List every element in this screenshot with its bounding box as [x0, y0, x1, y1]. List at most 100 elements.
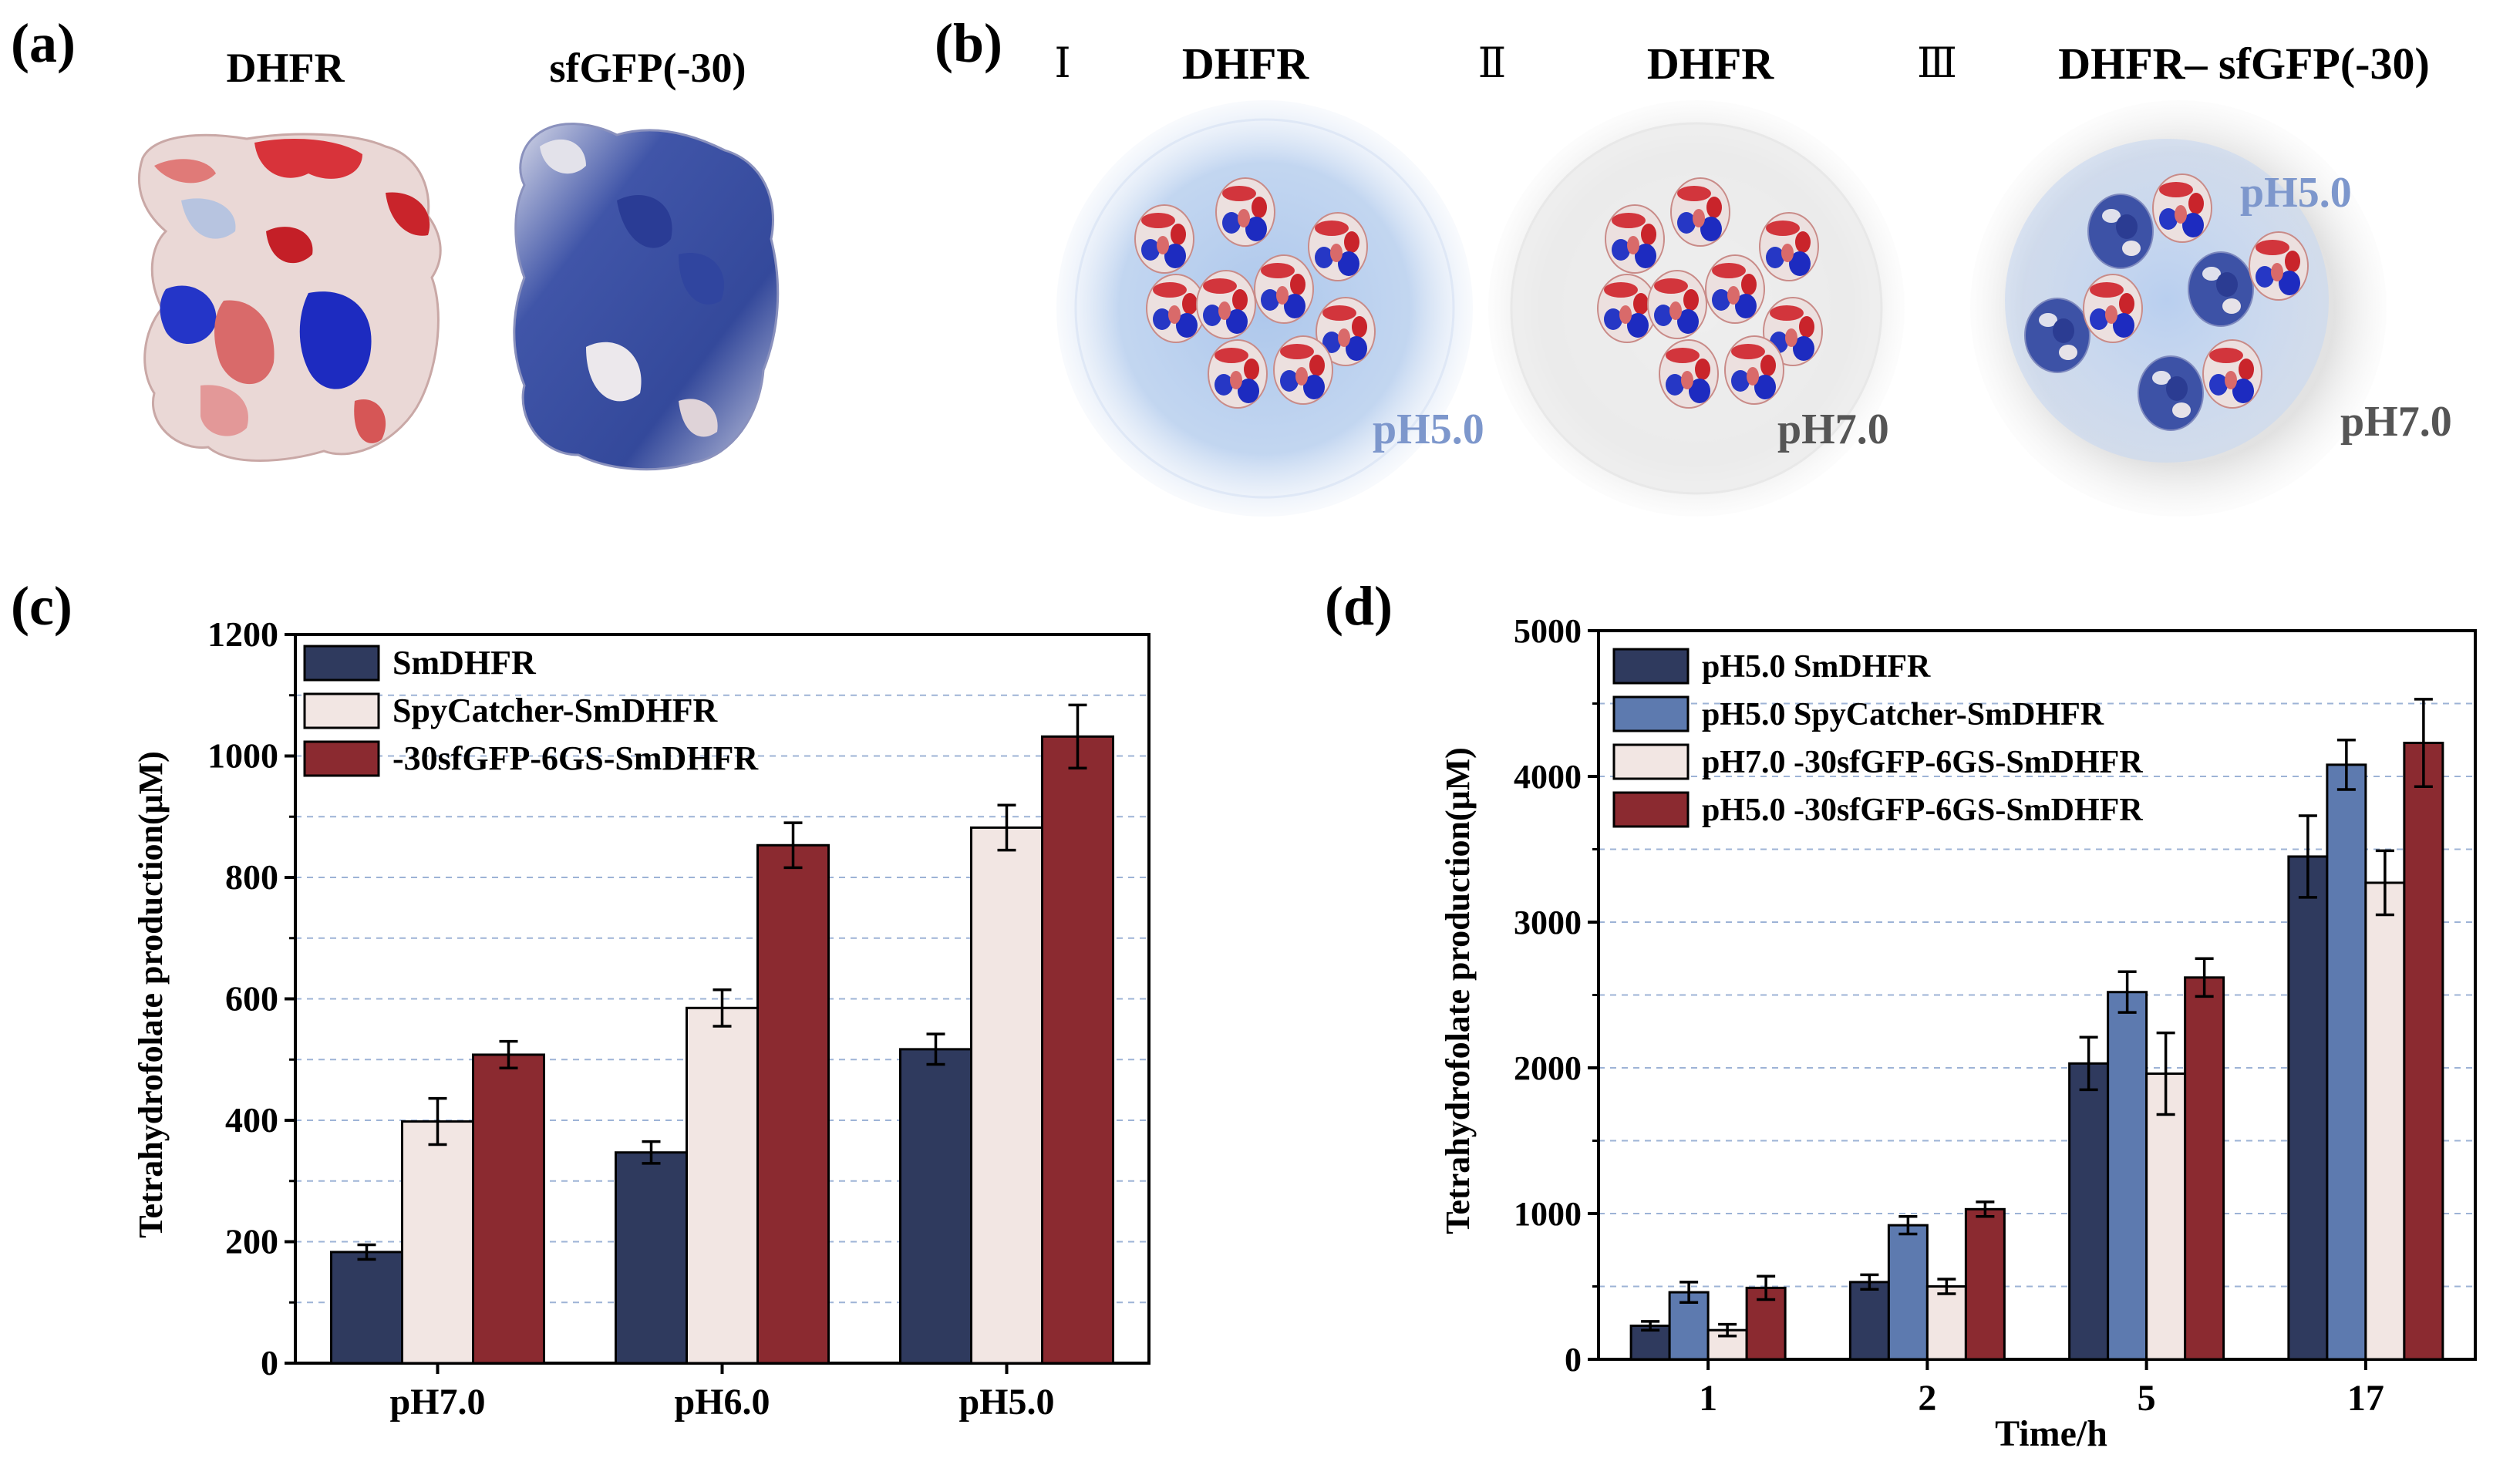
- legend-swatch: [303, 740, 380, 777]
- droplet-2-ph: pH7.0: [1777, 406, 1889, 453]
- legend-swatch: [1612, 743, 1690, 780]
- bar: [2326, 763, 2367, 1361]
- droplet-2-dhfr-4: [1597, 274, 1657, 343]
- group-3-roman: Ⅲ: [1917, 39, 1957, 87]
- x-tick-label: 5: [2138, 1378, 2156, 1419]
- y-tick-label: 400: [225, 1100, 278, 1140]
- droplet-3-dhfr-1: [2152, 173, 2212, 243]
- droplet-3-dhfr-3: [2249, 231, 2309, 301]
- droplet-1-dhfr-7: [1316, 297, 1376, 366]
- droplet-3-dhfr-4: [2202, 339, 2262, 409]
- panel-d: (d) Tetrahydrofolate production(μM) Time…: [1325, 575, 2477, 1454]
- legend-label: pH5.0 SpyCatcher-SmDHFR: [1702, 697, 2104, 732]
- droplet-3-inner-ph: pH5.0: [2240, 169, 2352, 217]
- droplet-2-dhfr-6: [1705, 254, 1765, 324]
- bar: [1964, 1207, 2006, 1361]
- droplet-2-dhfr-2: [1670, 177, 1730, 247]
- chart-d-xlabel: Time/h: [1995, 1413, 2107, 1454]
- bar: [756, 843, 830, 1365]
- chart-c-ylabel: Tetrahydrofolate production(μM): [132, 751, 170, 1238]
- x-tick-label: pH7.0: [389, 1382, 485, 1423]
- droplet-2-dhfr-7: [1763, 297, 1823, 366]
- panel-c-letter: (c): [11, 575, 72, 637]
- group-2-roman: Ⅱ: [1478, 39, 1507, 87]
- bar: [2184, 976, 2225, 1361]
- droplet-3-gfp-3: [2188, 251, 2254, 327]
- y-tick-label: 1000: [1514, 1195, 1582, 1233]
- droplet-3-gfp-1: [2087, 194, 2154, 269]
- y-tick-label: 800: [225, 857, 278, 897]
- droplet-1-dhfr-3: [1308, 212, 1368, 281]
- legend-label: SmDHFR: [392, 644, 537, 682]
- bar: [472, 1053, 545, 1365]
- droplet-3-gfp-4: [2138, 355, 2204, 431]
- x-tick-label: pH6.0: [674, 1382, 770, 1423]
- bar: [899, 1048, 972, 1365]
- panel-b: (b) Ⅰ DHFR Ⅱ DHFR Ⅲ DHFR– sfGFP(-30) pH5…: [935, 12, 2452, 517]
- droplet-3-outer-ph: pH7.0: [2340, 398, 2452, 446]
- legend-swatch: [1612, 791, 1690, 828]
- droplet-2-dhfr-3: [1759, 212, 1819, 281]
- bar: [1041, 735, 1114, 1365]
- droplet-1-dhfr-9: [1273, 335, 1333, 405]
- droplet-1-dhfr-4: [1146, 274, 1206, 343]
- bar: [2403, 742, 2444, 1361]
- droplet-3-gfp-2: [2024, 298, 2090, 373]
- bar: [686, 1006, 759, 1365]
- dhfr-structure-label: DHFR: [227, 45, 345, 91]
- bar: [2287, 855, 2329, 1361]
- droplet-3-proteins: [2024, 173, 2309, 431]
- y-tick-label: 4000: [1514, 758, 1582, 796]
- sfgfp-surface-image: [513, 123, 780, 471]
- group-3-title: DHFR– sfGFP(-30): [2058, 39, 2430, 89]
- group-1-title: DHFR: [1182, 39, 1309, 89]
- droplet-1-dhfr-5: [1196, 270, 1256, 339]
- x-tick-label: 2: [1918, 1378, 1936, 1419]
- bar: [401, 1120, 474, 1365]
- chart-d-ylabel: Tetrahydrofolate production(μM): [1439, 747, 1477, 1234]
- y-tick-label: 200: [225, 1222, 278, 1261]
- bar: [970, 826, 1043, 1365]
- droplet-1-dhfr-2: [1215, 177, 1275, 247]
- y-tick-label: 600: [225, 979, 278, 1019]
- bar: [2068, 1062, 2110, 1361]
- droplet-2-dhfr-1: [1605, 204, 1665, 274]
- y-tick-label: 3000: [1514, 904, 1582, 941]
- dhfr-surface-image: [137, 133, 442, 462]
- droplet-1-dhfr-6: [1254, 254, 1314, 324]
- panel-b-letter: (b): [935, 12, 1002, 74]
- panel-a: (a) DHFR sfGFP(-30): [11, 12, 780, 471]
- droplet-2-proteins: [1597, 177, 1823, 409]
- legend-label: pH7.0 -30sfGFP-6GS-SmDHFR: [1702, 745, 2143, 780]
- legend: SmDHFR SpyCatcher-SmDHFR -30sfGFP-6GS-SmDH…: [303, 644, 759, 777]
- legend-swatch: [1612, 695, 1690, 732]
- bar: [330, 1251, 403, 1365]
- group-1-roman: Ⅰ: [1054, 39, 1070, 87]
- droplet-1-rim: [1074, 118, 1455, 499]
- legend-label: -30sfGFP-6GS-SmDHFR: [392, 739, 759, 777]
- y-tick-label: 1000: [207, 736, 278, 776]
- droplet-1-dhfr-1: [1134, 204, 1194, 274]
- droplet-1-ph: pH5.0: [1373, 406, 1484, 453]
- chart-c: 0 200 400 600 800 1000 1200 pH7.0 pH6.0 pH5.0 SmDH…: [207, 614, 1151, 1423]
- x-tick-label: 1: [1699, 1378, 1717, 1419]
- panel-c: (c) Tetrahydrofolate production(μM) 0 200…: [11, 575, 1151, 1423]
- legend-label: SpyCatcher-SmDHFR: [392, 692, 718, 729]
- sfgfp-structure-label: sfGFP(-30): [550, 45, 746, 91]
- bar: [615, 1151, 688, 1365]
- droplet-1-proteins: [1134, 177, 1376, 409]
- y-tick-label: 2000: [1514, 1049, 1582, 1087]
- x-tick-label: pH5.0: [958, 1382, 1054, 1423]
- bar: [1887, 1224, 1929, 1361]
- droplet-2-dhfr-5: [1647, 270, 1707, 339]
- legend-label: pH5.0 SmDHFR: [1702, 649, 1931, 685]
- legend-swatch: [1612, 648, 1690, 685]
- y-tick-label: 5000: [1514, 612, 1582, 650]
- droplet-2-dhfr-8: [1659, 339, 1719, 409]
- bar: [1925, 1285, 1967, 1361]
- bar: [1848, 1281, 1890, 1361]
- legend-swatch: [303, 692, 380, 729]
- droplet-2-dhfr-9: [1724, 335, 1784, 405]
